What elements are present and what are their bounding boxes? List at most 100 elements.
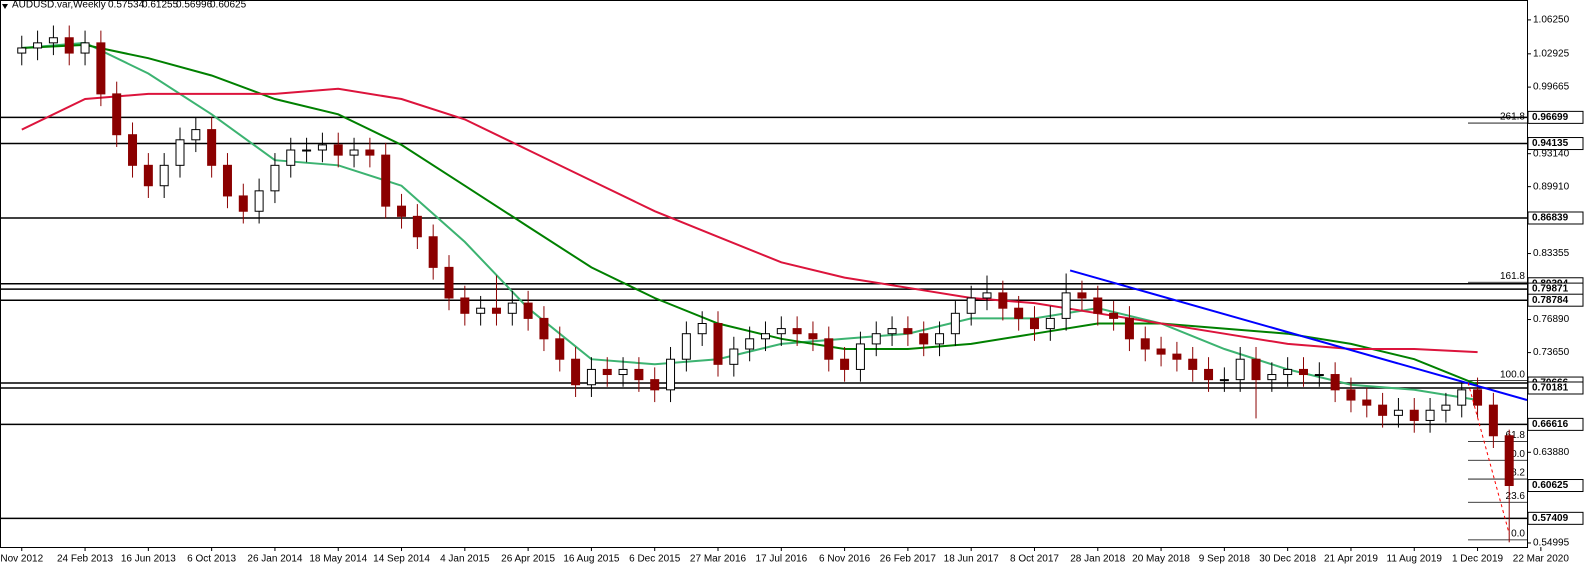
- candle-body: [935, 333, 945, 345]
- candle-body: [112, 93, 122, 136]
- x-tick-label: 18 May 2014: [309, 554, 367, 565]
- candle-body: [333, 144, 343, 156]
- x-tick-label: 24 Feb 2013: [57, 554, 114, 565]
- level-box: [1527, 293, 1584, 307]
- ohlc-value: 0.61255: [142, 0, 179, 11]
- candle-body: [887, 328, 897, 335]
- x-tick-label: 6 Oct 2013: [187, 554, 236, 565]
- candle-body: [1045, 317, 1055, 330]
- candle-body: [713, 323, 723, 365]
- level-label: 0.70181: [1532, 383, 1569, 394]
- fib-label: 61.8: [1506, 430, 1526, 441]
- candle-body: [634, 368, 644, 381]
- candle-body: [286, 149, 296, 166]
- candle-body: [1346, 389, 1356, 401]
- candle-body: [302, 149, 312, 152]
- candle-body: [159, 164, 169, 187]
- fib-label: 38.2: [1506, 468, 1526, 479]
- candle-body: [1077, 292, 1087, 299]
- candle-body: [1140, 338, 1150, 350]
- candle-body: [17, 47, 27, 54]
- candle-body: [1235, 358, 1245, 381]
- x-tick-label: 14 Sep 2014: [373, 554, 430, 565]
- candle-body: [1409, 409, 1419, 421]
- candle-body: [602, 368, 612, 376]
- candle-body: [1283, 368, 1293, 376]
- candle-body: [48, 37, 58, 44]
- candle-body: [1314, 374, 1324, 377]
- y-tick-label: 0.99665: [1533, 82, 1570, 93]
- x-tick-label: 18 Jun 2017: [944, 554, 999, 565]
- candle-body: [1061, 292, 1071, 319]
- fib-label: 23.6: [1506, 491, 1526, 502]
- candle-body: [871, 333, 881, 345]
- candle-body: [539, 317, 549, 340]
- ohlc-value: 0.56996: [176, 0, 213, 11]
- y-tick-label: 0.93140: [1533, 148, 1570, 159]
- candle-body: [460, 297, 470, 314]
- level-label: 0.94135: [1532, 138, 1569, 149]
- x-tick-label: 22 Mar 2020: [1513, 554, 1570, 565]
- candle-body: [1204, 368, 1214, 381]
- level-box: [1527, 417, 1584, 431]
- y-tick-label: 0.89910: [1533, 181, 1570, 192]
- level-box: [1527, 381, 1584, 395]
- candle-body: [270, 164, 280, 192]
- fib-trend-line: [1467, 382, 1510, 534]
- trend-line: [1069, 269, 1528, 401]
- y-tick-label: 0.73650: [1533, 347, 1570, 358]
- ohlc-value: 0.57534: [108, 0, 145, 11]
- candle-body: [1378, 404, 1388, 416]
- candle-body: [792, 328, 802, 335]
- candle-body: [175, 139, 185, 166]
- candle-body: [729, 348, 739, 365]
- candle-body: [1251, 358, 1261, 381]
- candle-body: [666, 358, 676, 391]
- level-label: 0.86839: [1532, 213, 1569, 224]
- candle-body: [1504, 435, 1514, 487]
- candle-body: [998, 292, 1008, 309]
- candle-body: [365, 149, 375, 156]
- candle-body: [444, 266, 454, 299]
- y-tick-label: 0.76890: [1533, 314, 1570, 325]
- candle-body: [1014, 307, 1024, 319]
- x-tick-label: 26 Feb 2017: [880, 554, 937, 565]
- x-tick-label: 30 Dec 2018: [1259, 554, 1316, 565]
- candle-body: [697, 323, 707, 335]
- candle-body: [1457, 389, 1467, 406]
- candle-body: [207, 129, 217, 166]
- candle-body: [824, 338, 834, 360]
- fib-label: 0.0: [1511, 528, 1525, 539]
- candle-body: [1029, 317, 1039, 330]
- level-label: 0.66616: [1532, 419, 1569, 430]
- candle-body: [1156, 348, 1166, 355]
- x-tick-label: 17 Jul 2016: [755, 554, 807, 565]
- candle-body: [191, 129, 201, 141]
- candle-body: [1473, 389, 1483, 406]
- x-tick-label: 6 Nov 2016: [819, 554, 871, 565]
- fib-label: 161.8: [1500, 271, 1525, 282]
- x-tick-label: 11 Aug 2019: [1387, 554, 1443, 565]
- candle-body: [1188, 358, 1198, 370]
- x-tick-label: 8 Oct 2017: [1010, 554, 1059, 565]
- candle-body: [840, 358, 850, 370]
- candle-body: [476, 307, 486, 314]
- candle-body: [966, 297, 976, 314]
- candle-body: [507, 302, 517, 314]
- candle-body: [1093, 297, 1103, 314]
- candle-body: [64, 37, 74, 54]
- candle-body: [586, 368, 596, 386]
- level-box: [1527, 511, 1584, 525]
- y-tick-label: 0.54995: [1533, 538, 1570, 549]
- candle-body: [571, 358, 581, 386]
- candle-body: [982, 292, 992, 299]
- y-tick-label: 1.02925: [1533, 48, 1570, 59]
- candle-body: [238, 195, 248, 212]
- fib-label: 50.0: [1506, 449, 1526, 460]
- level-label: 0.57409: [1532, 513, 1569, 524]
- x-tick-label: 4 Jan 2015: [440, 554, 490, 565]
- candle-body: [1267, 374, 1277, 381]
- x-tick-label: 20 May 2018: [1132, 554, 1190, 565]
